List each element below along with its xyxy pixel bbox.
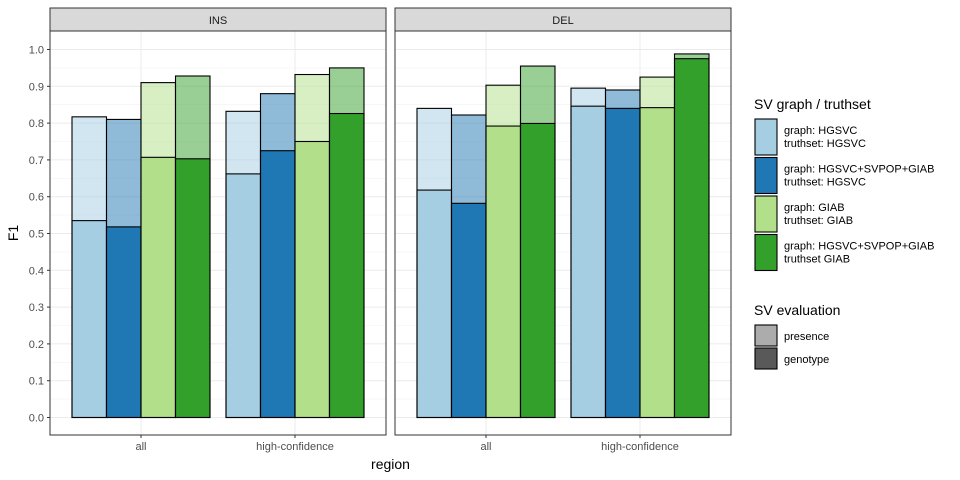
bar-genotype-giab_giab-high-confidence bbox=[295, 141, 330, 418]
bar-outline-genotype bbox=[519, 122, 556, 419]
y-axis: 0.0 0.1 0.2 0.3 0.4 0.5 0.6 0.7 0.8 0.9 1.0 bbox=[29, 45, 50, 425]
x-tick-label: high-confidence bbox=[601, 441, 679, 453]
bar-genotype-all_giab-high-confidence bbox=[674, 58, 709, 418]
x-axis-title: region bbox=[371, 456, 410, 472]
y-tick-label: 0.2 bbox=[29, 339, 44, 351]
legend-label: genotype bbox=[784, 354, 829, 366]
legend-label-line2: truthset: GIAB bbox=[784, 215, 853, 227]
bar-genotype-all_giab-all bbox=[520, 123, 555, 418]
legend-label-line1: graph: HGSVC+SVPOP+GIAB bbox=[784, 164, 934, 176]
panel-del: DEL all high-confidence bbox=[394, 7, 732, 453]
y-tick-label: 1.0 bbox=[29, 45, 44, 57]
bar-genotype-all_hgsvc-high-confidence bbox=[605, 108, 640, 418]
panel-ins: INS all high-confidence bbox=[49, 7, 387, 453]
legend-key-all_hgsvc bbox=[754, 156, 778, 195]
bar-genotype-all_giab-high-confidence bbox=[329, 113, 364, 418]
x-tick-label: all bbox=[135, 441, 146, 453]
legend-key-presence bbox=[754, 324, 778, 347]
legend-fill-title: SV graph / truthset bbox=[754, 96, 871, 112]
y-tick-label: 0.0 bbox=[29, 413, 44, 425]
legend-label-line2: truthset GIAB bbox=[784, 254, 850, 266]
bar-genotype-all_giab-all bbox=[175, 158, 210, 418]
panel-strip-label: DEL bbox=[552, 15, 573, 27]
legend-alpha-title: SV evaluation bbox=[754, 302, 840, 318]
bar-outline-genotype bbox=[328, 112, 365, 419]
bar-genotype-hgsvc_hgsvc-all bbox=[417, 190, 452, 418]
y-tick-label: 0.8 bbox=[29, 118, 44, 130]
legend-label-line1: graph: HGSVC+SVPOP+GIAB bbox=[784, 241, 934, 253]
legend-key-genotype bbox=[754, 347, 778, 370]
x-tick-label: all bbox=[480, 441, 491, 453]
bar-outline-genotype bbox=[174, 158, 211, 419]
legend-label-line1: graph: HGSVC bbox=[784, 125, 857, 137]
legend-key-giab_giab bbox=[754, 195, 778, 233]
y-tick-label: 0.5 bbox=[29, 229, 44, 241]
bar-genotype-hgsvc_hgsvc-high-confidence bbox=[571, 106, 606, 418]
bar-genotype-all_hgsvc-all bbox=[451, 203, 486, 418]
panel-strip-label: INS bbox=[209, 15, 227, 27]
y-axis-title: F1 bbox=[5, 225, 21, 242]
legend-key-hgsvc_hgsvc bbox=[754, 118, 778, 156]
y-tick-label: 0.9 bbox=[29, 81, 44, 93]
y-tick-label: 0.3 bbox=[29, 302, 44, 314]
bar-genotype-giab_giab-all bbox=[141, 157, 176, 418]
legend-label: presence bbox=[784, 331, 829, 343]
panel-border bbox=[394, 30, 732, 436]
legend-label-line2: truthset: HGSVC bbox=[784, 177, 866, 189]
y-tick-label: 0.6 bbox=[29, 192, 44, 204]
y-tick-label: 0.7 bbox=[29, 155, 44, 167]
legend-key-all_giab bbox=[754, 233, 778, 272]
bar-genotype-all_hgsvc-all bbox=[106, 226, 141, 418]
legend-label-line2: truthset: HGSVC bbox=[784, 138, 866, 150]
bar-genotype-giab_giab-high-confidence bbox=[640, 107, 675, 418]
y-tick-label: 0.1 bbox=[29, 376, 44, 388]
x-tick-label: high-confidence bbox=[256, 441, 334, 453]
bar-genotype-all_hgsvc-high-confidence bbox=[260, 150, 295, 418]
bar-outline-genotype bbox=[673, 58, 710, 419]
bar-genotype-giab_giab-all bbox=[486, 126, 521, 418]
y-tick-label: 0.4 bbox=[29, 265, 44, 277]
legend-alpha: SV evaluation presence genotype bbox=[754, 302, 840, 370]
legend-label-line1: graph: GIAB bbox=[784, 202, 845, 214]
bar-genotype-hgsvc_hgsvc-high-confidence bbox=[226, 173, 261, 418]
bar-genotype-hgsvc_hgsvc-all bbox=[72, 220, 107, 418]
